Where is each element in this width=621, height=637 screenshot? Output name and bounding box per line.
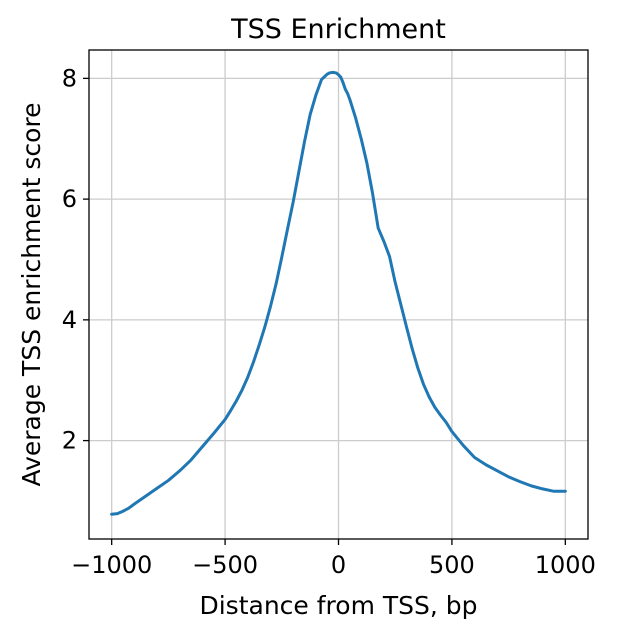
x-axis-title: Distance from TSS, bp [199, 591, 477, 620]
y-tick-label: 6 [62, 185, 77, 213]
x-tick-label: −1000 [71, 551, 152, 579]
y-tick-label: 4 [62, 306, 77, 334]
tick-layer: −1000 −500 0 500 1000 2 4 6 8 [62, 64, 596, 579]
series-line [110, 70, 567, 516]
y-axis-title: Average TSS enrichment score [17, 102, 46, 486]
x-tick-label: −500 [192, 551, 258, 579]
x-tick-label: 500 [429, 551, 475, 579]
x-tick-label: 0 [331, 551, 346, 579]
series-layer [110, 70, 567, 516]
y-tick-label: 2 [62, 427, 77, 455]
chart-title: TSS Enrichment [230, 14, 446, 45]
y-tick-label: 8 [62, 64, 77, 92]
x-tick-label: 1000 [535, 551, 596, 579]
grid-layer [89, 50, 588, 539]
